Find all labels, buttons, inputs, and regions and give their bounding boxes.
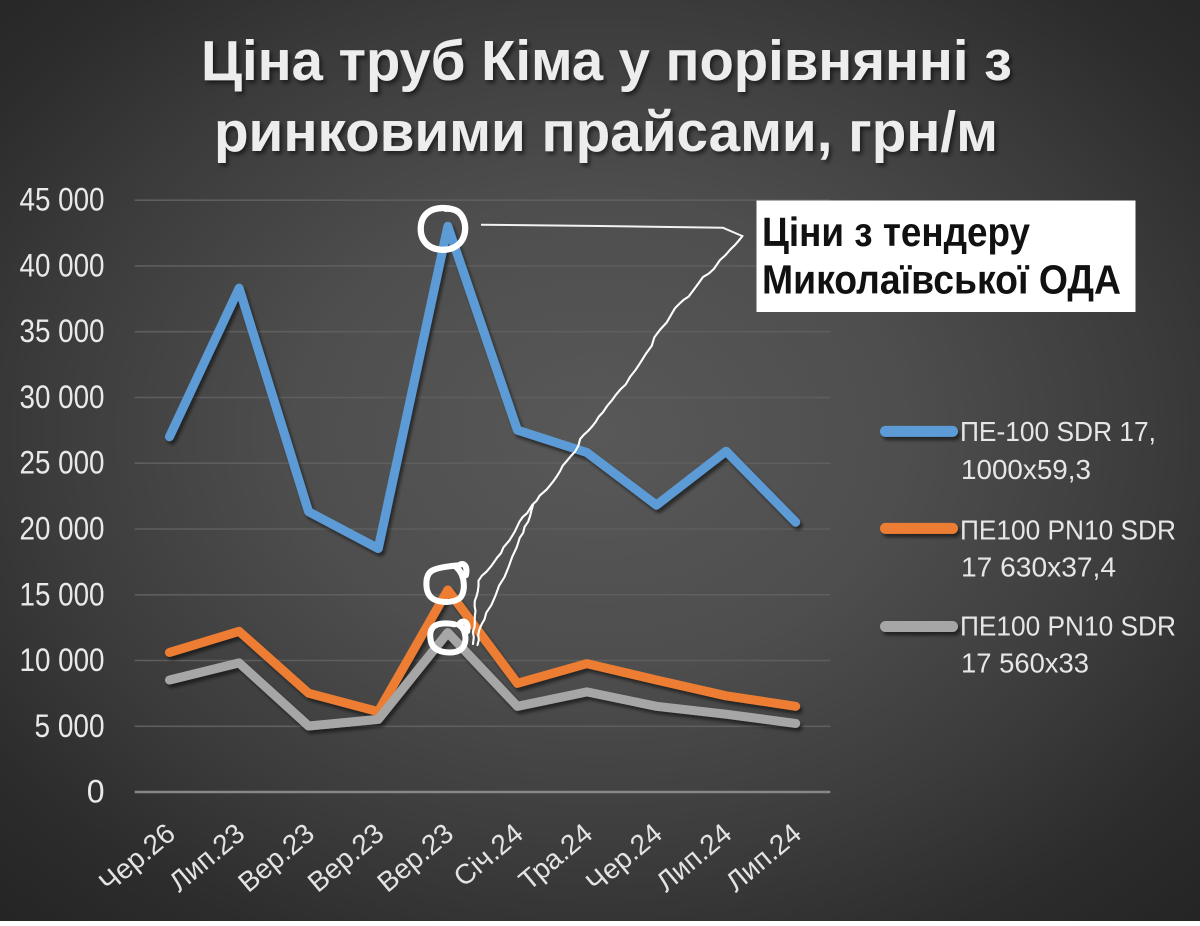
svg-text:5 000: 5 000 [35,708,105,744]
svg-text:Ціна труб Кіма у порівнянні з: Ціна труб Кіма у порівнянні з [201,29,1012,93]
svg-text:Ціни з тендеру: Ціни з тендеру [762,209,1030,255]
svg-text:17 630x37,4: 17 630x37,4 [961,552,1116,583]
svg-text:35 000: 35 000 [20,313,105,349]
svg-text:45 000: 45 000 [20,182,105,218]
svg-text:17 560x33: 17 560x33 [961,648,1089,679]
svg-text:40 000: 40 000 [20,247,105,283]
svg-text:25 000: 25 000 [20,445,105,481]
svg-text:30 000: 30 000 [20,379,105,415]
svg-text:ПЕ100 PN10 SDR: ПЕ100 PN10 SDR [960,515,1176,546]
svg-text:Миколаївської ОДА: Миколаївської ОДА [762,256,1121,302]
svg-text:0: 0 [87,774,105,810]
svg-text:1000x59,3: 1000x59,3 [961,454,1091,485]
svg-text:10 000: 10 000 [20,642,105,678]
svg-text:ринковими прайсами, грн/м: ринковими прайсами, грн/м [214,100,998,164]
svg-text:15 000: 15 000 [20,576,105,612]
svg-text:ПЕ-100 SDR 17,: ПЕ-100 SDR 17, [960,416,1156,447]
svg-text:20 000: 20 000 [20,511,105,547]
svg-text:ПЕ100 PN10 SDR: ПЕ100 PN10 SDR [960,611,1176,642]
